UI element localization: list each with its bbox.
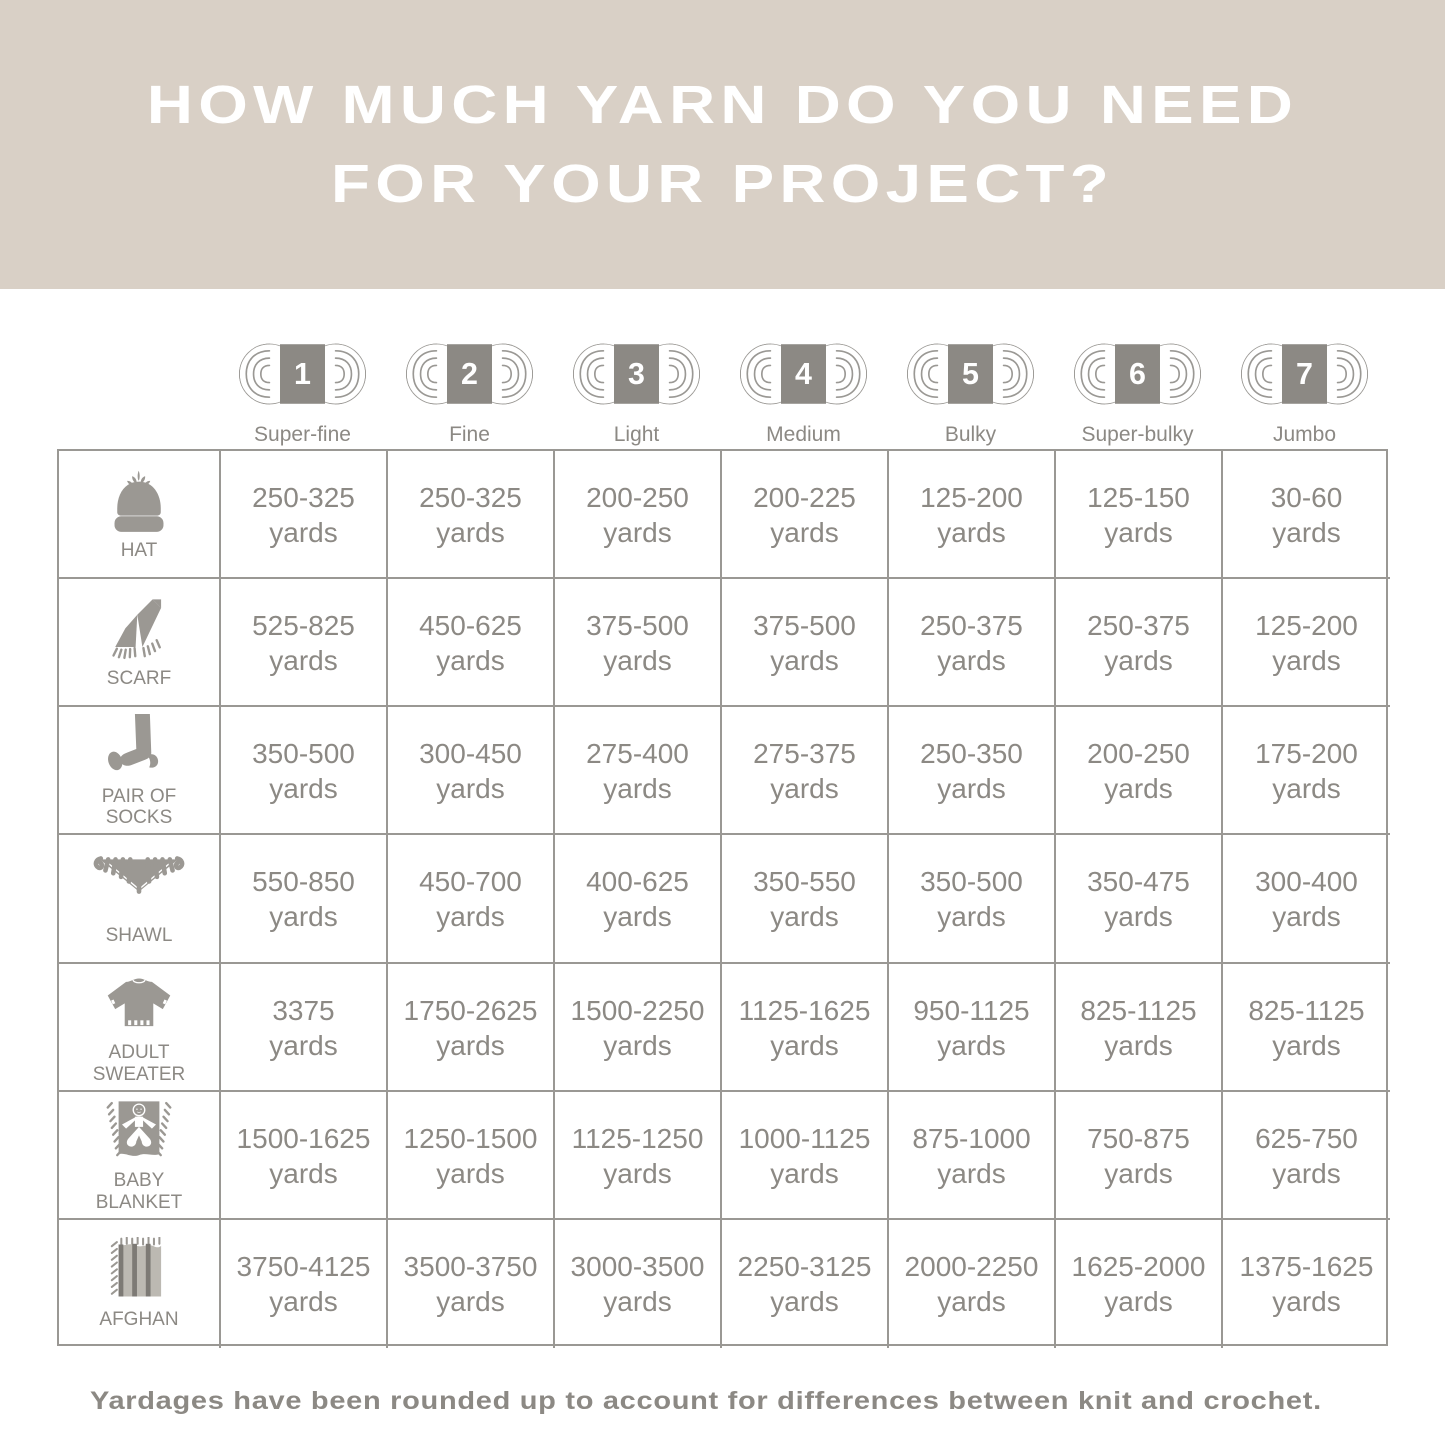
svg-text:2: 2 <box>461 357 478 391</box>
svg-text:4: 4 <box>795 357 812 391</box>
svg-text:3: 3 <box>628 357 645 391</box>
svg-text:1: 1 <box>294 357 311 391</box>
svg-text:6: 6 <box>1129 357 1146 391</box>
svg-text:7: 7 <box>1296 357 1313 391</box>
svg-text:5: 5 <box>962 357 979 391</box>
